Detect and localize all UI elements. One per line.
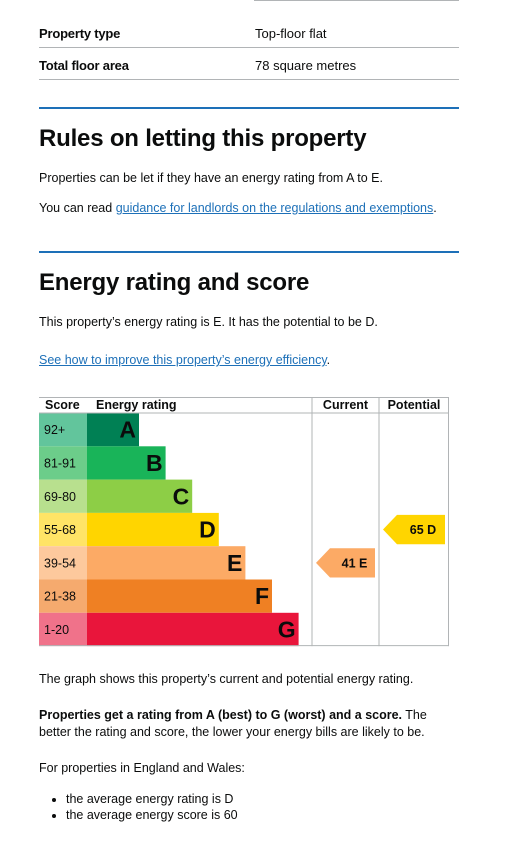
score-cell-a: [39, 413, 87, 447]
header-score: Score: [45, 398, 80, 412]
rating-letter-c: C: [173, 483, 190, 509]
guidance-suffix: .: [433, 201, 437, 215]
region-text: For properties in England and Wales:: [39, 761, 245, 775]
rules-text: Properties can be let if they have an en…: [39, 171, 383, 185]
score-cell-b: [39, 446, 87, 480]
score-label-g: 1-20: [44, 623, 69, 637]
list-item: the average energy score is 60: [66, 807, 459, 823]
rating-bar-f: [87, 579, 272, 613]
summary-value: 78 square metres: [255, 58, 357, 73]
current-rating-arrow: [316, 548, 375, 578]
summary-value: Top-floor flat: [255, 26, 327, 41]
score-label-c: 69-80: [44, 490, 76, 504]
summary-key: Property type: [39, 26, 121, 41]
header-energy-rating: Energy rating: [96, 398, 177, 412]
rating-bar-g: [87, 612, 299, 647]
improve-paragraph: See how to improve this property’s energ…: [39, 352, 459, 369]
score-cell-d: [39, 512, 87, 547]
guidance-paragraph: You can read guidance for landlords on t…: [39, 200, 459, 217]
rating-bar-b: [87, 446, 166, 480]
guidance-link[interactable]: guidance for landlords on the regulation…: [115, 201, 434, 215]
guidance-prefix: You can read: [39, 201, 116, 215]
energy-rating-text: This property’s energy rating is E. It h…: [39, 315, 378, 329]
rating-explanation: Properties get a rating from A (best) to…: [39, 707, 459, 741]
header-potential: Potential: [388, 398, 441, 412]
header-current: Current: [323, 398, 369, 412]
improve-suffix: .: [326, 353, 331, 367]
summary-top-rule: [254, 0, 459, 1]
rules-heading: Rules on letting this property: [39, 125, 367, 152]
potential-rating-label: 65 D: [410, 523, 436, 537]
summary-row-property-type: Property type Top-floor flat: [39, 16, 459, 48]
score-label-a: 92+: [44, 423, 65, 437]
rating-letter-f: F: [255, 583, 269, 609]
score-cell-g: [39, 612, 87, 647]
section-divider-energy: [39, 251, 459, 253]
score-cell-c: [39, 479, 87, 513]
list-item: the average energy rating is D: [66, 791, 459, 807]
rating-explanation-rest: The better the rating and score, the low…: [39, 708, 427, 739]
energy-rating-chart-svg: Score Energy rating Current Potential 92+ A 81…: [39, 397, 449, 647]
summary-key: Total floor area: [39, 58, 129, 73]
rating-bar-d: [87, 512, 219, 547]
rating-bar-c: [87, 479, 193, 513]
average-list: the average energy rating is D the avera…: [39, 791, 459, 823]
rating-letter-d: D: [199, 517, 216, 543]
rating-letter-g: G: [278, 616, 296, 642]
graph-caption: The graph shows this property’s current …: [39, 672, 414, 686]
improve-link[interactable]: See how to improve this property’s energ…: [39, 353, 327, 367]
section-divider-rules: [39, 107, 459, 109]
score-label-b: 81-91: [44, 456, 76, 470]
rating-explanation-bold: Properties get a rating from A (best) to…: [39, 708, 403, 722]
score-cell-e: [39, 546, 87, 580]
score-cell-f: [39, 579, 87, 613]
score-label-d: 55-68: [44, 523, 76, 537]
chart-notes: The graph shows this property’s current …: [39, 671, 459, 823]
summary-row-floor-area: Total floor area 78 square metres: [39, 48, 459, 80]
energy-heading: Energy rating and score: [39, 269, 310, 296]
rating-letter-b: B: [146, 450, 163, 476]
rating-letter-a: A: [119, 417, 136, 443]
rating-bar-a: [87, 413, 139, 447]
score-label-f: 21-38: [44, 590, 76, 604]
rating-letter-e: E: [227, 550, 242, 576]
rating-bar-e: [87, 546, 246, 580]
main-content: Property type Top-floor flat Total floor…: [39, 0, 459, 369]
potential-rating-arrow: [383, 514, 445, 545]
energy-rating-chart: Score Energy rating Current Potential 92+ A 81…: [39, 397, 449, 652]
current-rating-label: 41 E: [342, 556, 368, 570]
score-label-e: 39-54: [44, 556, 76, 570]
